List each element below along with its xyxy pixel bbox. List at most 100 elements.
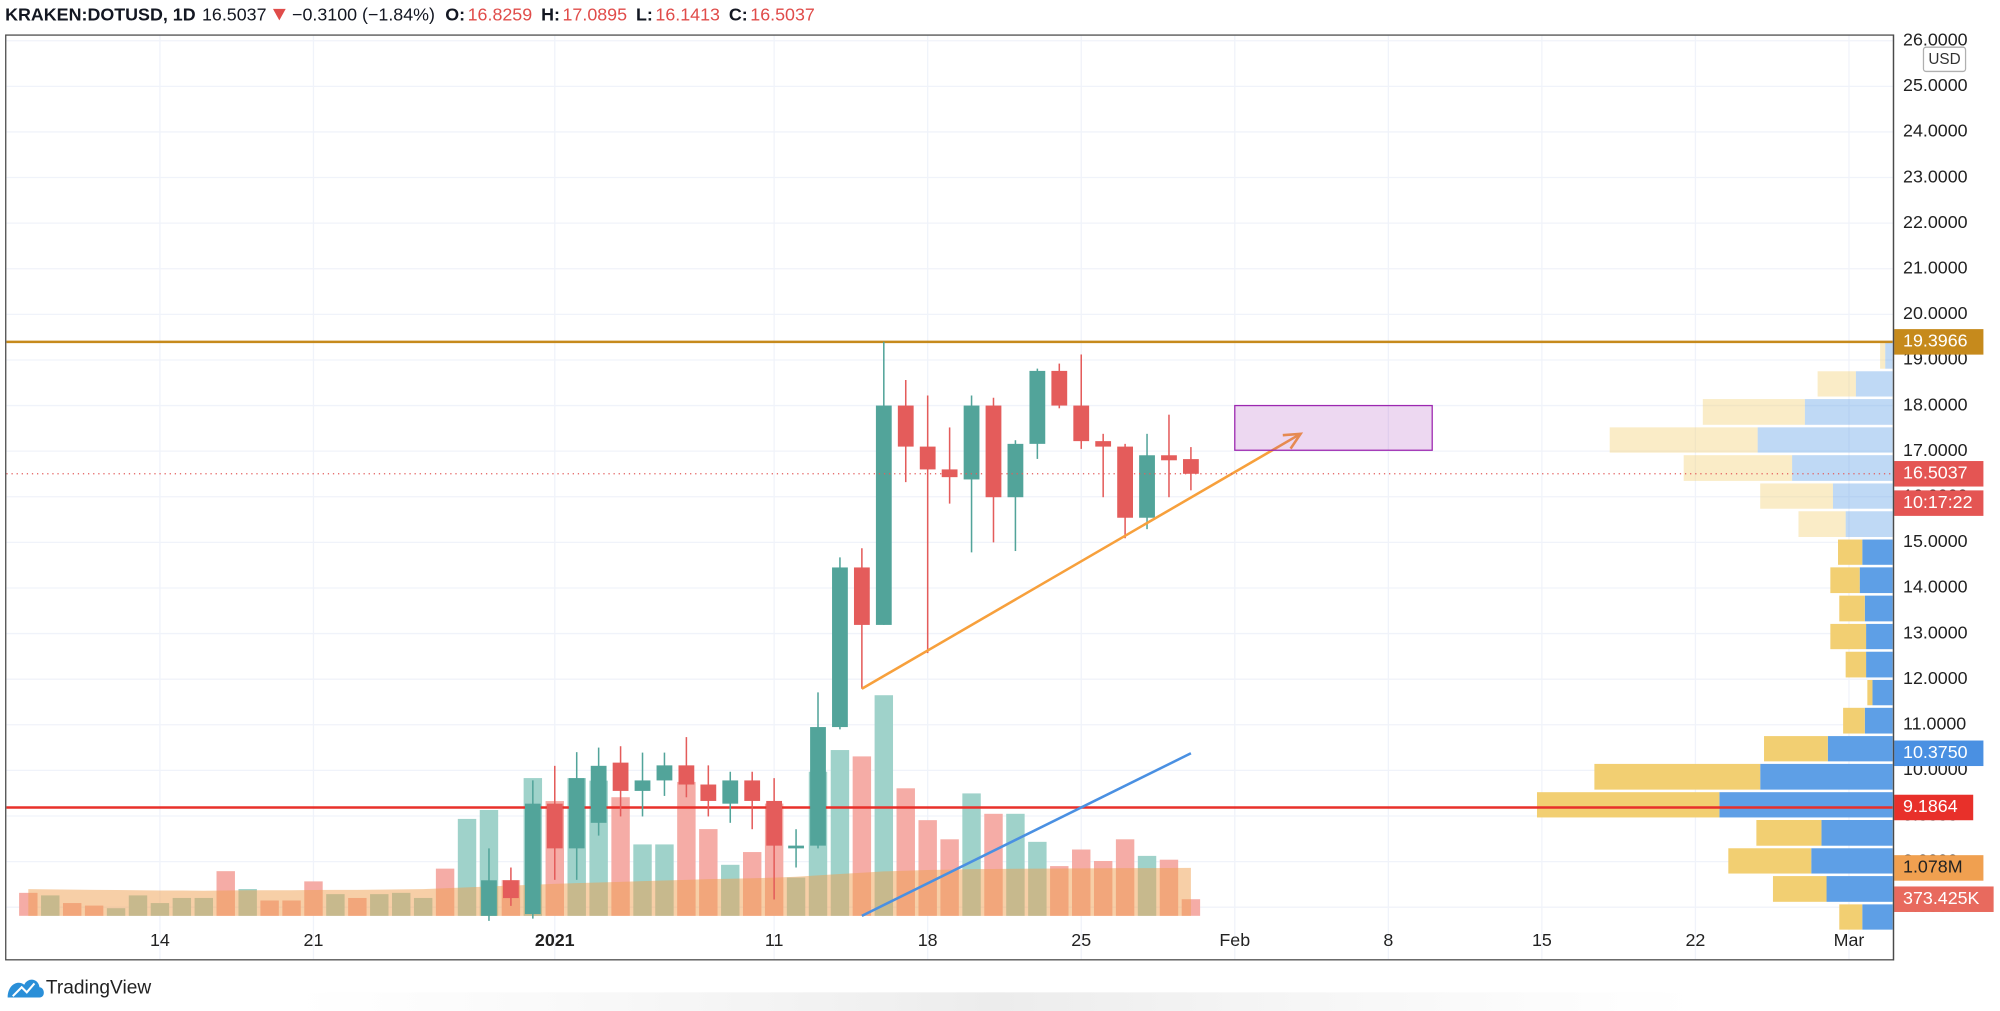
profile-down-bar: [1772, 876, 1827, 902]
profile-up-bar: [1885, 342, 1893, 369]
profile-down-bar: [1536, 792, 1720, 818]
x-tick-label: 21: [304, 930, 324, 950]
y-tick-label: 22.0000: [1903, 212, 1968, 232]
logo-line: [12, 982, 36, 997]
y-tick-label: 24.0000: [1903, 121, 1968, 141]
y-tick-label: 21.0000: [1903, 257, 1968, 277]
profile-up-bar: [1811, 848, 1893, 874]
candle-body: [634, 780, 651, 791]
candle-body: [1007, 443, 1024, 498]
candle-body: [1073, 405, 1090, 442]
candle-body: [832, 567, 848, 728]
target-zone: [1234, 404, 1433, 451]
candle-body: [612, 762, 629, 791]
ohlc-value: 16.8259: [467, 3, 533, 25]
x-tick-label: 14: [150, 930, 170, 950]
profile-up-bar: [1866, 651, 1893, 678]
brand-logo: [7, 979, 44, 998]
profile-down-bar: [1817, 371, 1856, 397]
candle-body: [722, 780, 739, 804]
current-price-label: 16.5037: [1903, 463, 1968, 483]
ohlc-label: O:: [445, 3, 466, 25]
profile-down-bar: [1764, 736, 1828, 762]
ohlc-item: L: 16.1413: [636, 4, 720, 24]
candle-body: [700, 784, 717, 801]
profile-up-bar: [1855, 371, 1893, 397]
candle-body: [985, 405, 1002, 498]
profile-up-bar: [1757, 427, 1893, 453]
down-arrow-icon: [272, 8, 286, 20]
x-tick-label: 18: [918, 930, 938, 950]
profile-down-bar: [1845, 651, 1867, 678]
y-tick-label: 18.0000: [1903, 394, 1968, 414]
level-label-bg: [1894, 329, 1984, 355]
arrow-head: [1282, 432, 1304, 450]
candle-body: [963, 405, 980, 480]
ohlc-label: L:: [635, 3, 653, 25]
trend-line-label-bg: [1894, 740, 1984, 767]
candle-body: [1095, 441, 1112, 447]
y-tick-label: 15.0000: [1903, 531, 1968, 551]
profile-up-bar: [1866, 623, 1893, 650]
profile-down-bar: [1609, 427, 1758, 453]
profile-up-bar: [1826, 876, 1893, 902]
profile-up-bar: [1872, 679, 1893, 706]
profile-down-bar: [1702, 399, 1805, 425]
volume-ma-label: 1.078M: [1903, 857, 1963, 877]
ohlc-value: 16.1413: [655, 3, 720, 25]
x-tick-label: Mar: [1834, 930, 1865, 950]
x-tick-label: 11: [765, 930, 784, 950]
currency-label: USD: [1928, 51, 1960, 68]
trend-line-label: 10.3750: [1903, 742, 1968, 762]
candle-body: [897, 405, 914, 447]
y-tick-label: 13.0000: [1903, 622, 1968, 642]
candle-body: [744, 780, 761, 801]
candle-body: [810, 727, 826, 846]
candle-body: [568, 778, 585, 849]
volume-label-bg: [1894, 886, 1994, 912]
ohlc-label: H:: [541, 3, 560, 25]
profile-up-bar: [1760, 763, 1893, 790]
profile-down-bar: [1756, 820, 1822, 846]
brand-name: TradingView: [46, 978, 151, 999]
x-tick-label: 25: [1071, 930, 1091, 950]
profile-down-bar: [1838, 539, 1863, 565]
x-tick-label: 15: [1532, 930, 1552, 950]
y-tick-label: 12.0000: [1903, 668, 1968, 688]
candle-body: [1139, 455, 1155, 518]
profile-down-bar: [1594, 763, 1761, 790]
ohlc-value: 17.0895: [562, 3, 628, 25]
candle-body: [1029, 370, 1046, 444]
volume-ma-area: [28, 867, 1191, 916]
profile-down-bar: [1728, 848, 1812, 874]
currency-badge: [1922, 46, 1967, 73]
current-price-label-bg: [1894, 461, 1984, 487]
candle-body: [656, 765, 673, 781]
profile-up-bar: [1845, 511, 1893, 537]
profile-down-bar: [1798, 511, 1846, 537]
profile-down-bar: [1839, 904, 1863, 930]
ohlc-item: C: 16.5037: [729, 4, 815, 24]
last-price: 16.5037: [201, 3, 267, 25]
profile-up-bar: [1864, 707, 1893, 734]
candle-body: [919, 446, 936, 470]
y-tick-label: 17.0000: [1903, 440, 1968, 460]
bottom-shadow: [293, 992, 1697, 1011]
ohlc-item: H: 17.0895: [541, 4, 627, 24]
axes: 7.00008.00009.000010.000011.000012.00001…: [150, 29, 1994, 950]
trend-line: [861, 752, 1192, 918]
y-tick-label: 20.0000: [1903, 303, 1968, 323]
candle-body: [941, 469, 958, 478]
level-label: 19.3966: [1903, 331, 1968, 351]
profile-up-bar: [1864, 595, 1893, 622]
profile-down-bar: [1683, 455, 1793, 481]
volume-ma-label-bg: [1894, 855, 1984, 881]
ohlc-item: O: 16.8259: [445, 4, 532, 24]
profile-up-bar: [1859, 567, 1893, 594]
countdown-label: 10:17:22: [1903, 492, 1973, 512]
candle-body: [766, 800, 783, 846]
candle-body: [1183, 459, 1199, 474]
profile-up-bar: [1862, 904, 1893, 930]
y-tick-label: 14.0000: [1903, 577, 1968, 597]
